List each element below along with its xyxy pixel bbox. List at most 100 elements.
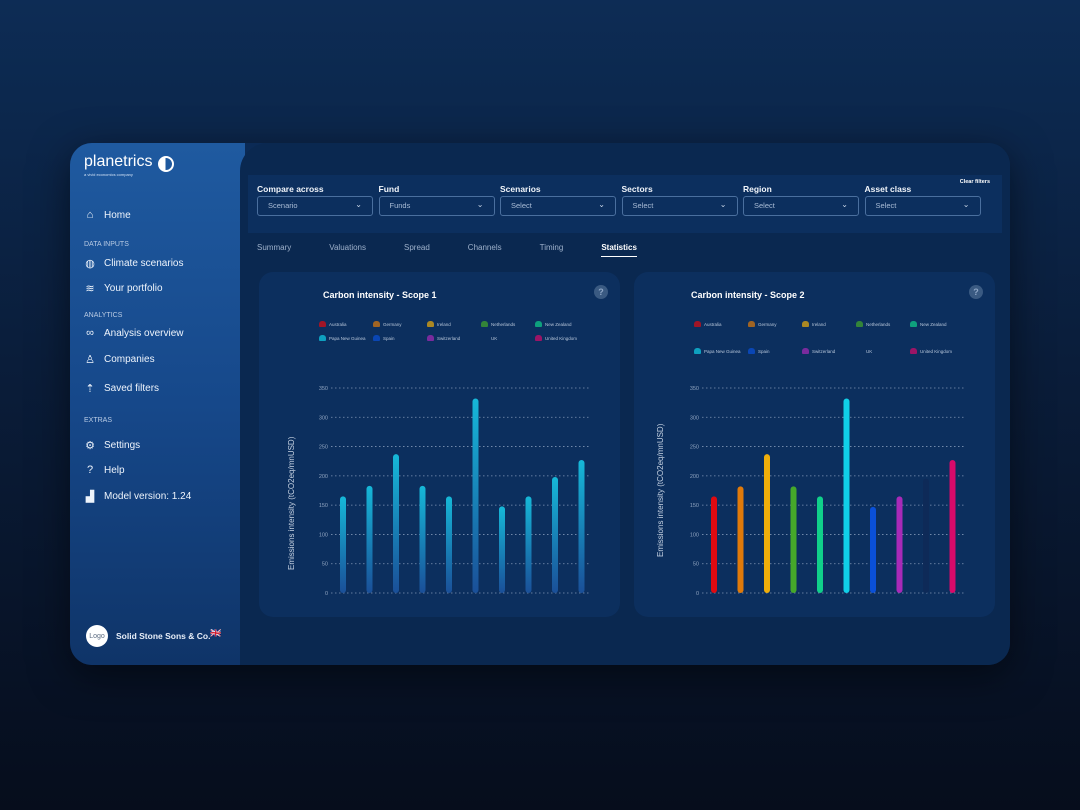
legend-item[interactable]: United Kingdom — [535, 331, 589, 345]
bar-ireland[interactable] — [393, 454, 399, 593]
sidebar-item-companies[interactable]: ♙ Companies — [84, 353, 155, 366]
bar-united-kingdom[interactable] — [578, 460, 585, 593]
legend-item[interactable]: Spain — [748, 344, 802, 358]
tab-channels[interactable]: Channels — [467, 243, 502, 252]
bar-germany[interactable] — [737, 486, 744, 593]
bar-switzerland[interactable] — [896, 496, 903, 593]
sidebar-item-home[interactable]: ⌂ Home — [84, 209, 131, 221]
legend-item[interactable]: New Zealand — [910, 317, 964, 331]
help-icon[interactable]: ? — [594, 285, 608, 299]
legend-swatch-icon — [694, 321, 701, 327]
user-account[interactable]: Logo Solid Stone Sons & Co. — [86, 625, 210, 647]
legend-item[interactable]: Switzerland — [427, 331, 481, 345]
legend-item[interactable]: Papa New Guinea — [694, 344, 748, 358]
chart-card-scope-1: 0 50 100 150 200 250 300 350 Carbon intensity -… — [259, 272, 620, 617]
label: Model version: 1.24 — [104, 491, 192, 502]
bar-new-zealand[interactable] — [817, 496, 823, 593]
bar-germany[interactable] — [366, 485, 373, 593]
binoculars-icon: ∞ — [86, 327, 94, 339]
tab-valuations[interactable]: Valuations — [329, 243, 366, 252]
section-data-inputs: DATA INPUTS — [84, 241, 129, 248]
legend-label: Germany — [383, 321, 402, 327]
legend-item[interactable]: Spain — [373, 331, 427, 345]
y-tick-label: 250 — [319, 445, 328, 451]
legend-item[interactable]: United Kingdom — [910, 344, 964, 358]
sidebar-item-climate-scenarios[interactable]: ◍ Climate scenarios — [84, 257, 183, 270]
bar-ireland[interactable] — [764, 454, 770, 593]
dropdown-value: Funds — [389, 201, 411, 210]
filter-compare-across: Compare across Scenario ⌄ — [257, 184, 373, 216]
legend-swatch-icon — [748, 348, 755, 354]
legend-item[interactable]: Germany — [748, 317, 802, 331]
filter-dropdown[interactable]: Select ⌄ — [864, 196, 981, 216]
filter-dropdown[interactable]: Select ⌄ — [621, 196, 738, 216]
sidebar-item-analysis-overview[interactable]: ∞ Analysis overview — [84, 327, 183, 339]
legend-item[interactable]: Papa New Guinea — [319, 331, 373, 345]
filter-dropdown[interactable]: Select ⌄ — [500, 196, 616, 216]
bar-switzerland[interactable] — [525, 496, 532, 593]
bar-uk[interactable] — [552, 477, 558, 593]
bar-papa-new-guinea[interactable] — [843, 398, 850, 593]
bar-uk[interactable] — [923, 478, 929, 593]
legend: Australia Germany Ireland Netherlands New Ze… — [319, 317, 589, 345]
bar-new-zealand[interactable] — [446, 496, 452, 593]
legend-item[interactable]: Switzerland — [802, 344, 856, 358]
legend-item[interactable]: UK — [856, 344, 910, 358]
bar-netherlands[interactable] — [790, 486, 797, 593]
sidebar-item-help[interactable]: ? Help — [84, 464, 125, 476]
filter-label: Sectors — [621, 184, 653, 194]
chevron-down-icon: ⌄ — [841, 200, 848, 209]
legend-item[interactable]: Ireland — [802, 317, 856, 331]
legend-swatch-icon — [373, 335, 380, 341]
logo[interactable]: planetrics a vivid economics company — [84, 153, 152, 177]
sidebar-item-saved-filters[interactable]: ⇡ Saved filters — [84, 382, 159, 395]
y-tick-label: 300 — [319, 415, 328, 421]
legend-label: Spain — [383, 335, 395, 341]
filter-label: Region — [743, 184, 772, 194]
bar-australia[interactable] — [340, 496, 346, 593]
tab-spread[interactable]: Spread — [404, 243, 430, 252]
legend-item[interactable]: Netherlands — [481, 317, 535, 331]
legend-item[interactable]: Netherlands — [856, 317, 910, 331]
language-flag-icon[interactable]: 🇬🇧 — [210, 628, 222, 638]
gear-icon: ⚙ — [85, 440, 95, 452]
tab-timing[interactable]: Timing — [539, 243, 564, 252]
sidebar-item-your-portfolio[interactable]: ≋ Your portfolio — [84, 282, 162, 295]
sidebar: planetrics a vivid economics company ⌂ Hom… — [70, 143, 245, 665]
legend-label: Papa New Guinea — [704, 348, 741, 354]
tab-statistics[interactable]: Statistics — [601, 243, 637, 257]
legend-item[interactable]: Ireland — [427, 317, 481, 331]
bar-papa-new-guinea[interactable] — [472, 398, 479, 593]
filter-asset-class: Asset class Select ⌄ — [864, 184, 981, 216]
legend-item[interactable]: Germany — [373, 317, 427, 331]
bar-australia[interactable] — [711, 496, 717, 593]
filter-dropdown[interactable]: Scenario ⌄ — [257, 196, 373, 216]
section-analytics: ANALYTICS — [84, 312, 123, 319]
legend-item[interactable]: Australia — [694, 317, 748, 331]
legend-swatch-icon — [748, 321, 755, 327]
legend-swatch-icon — [319, 321, 326, 327]
chevron-down-icon: ⌄ — [355, 200, 362, 209]
clear-filters-link[interactable]: Clear filters — [959, 179, 990, 185]
filter-dropdown[interactable]: Select ⌄ — [743, 196, 859, 216]
bar-netherlands[interactable] — [419, 485, 426, 593]
bar-spain[interactable] — [499, 506, 505, 593]
label: Climate scenarios — [104, 258, 184, 269]
bar-chart: 0 50 100 150 200 250 300 350 — [319, 386, 591, 597]
dropdown-value: Select — [632, 201, 654, 210]
legend-item[interactable]: Australia — [319, 317, 373, 331]
legend-swatch-icon — [535, 335, 542, 341]
chevron-down-icon: ⌄ — [598, 200, 605, 209]
tab-summary[interactable]: Summary — [257, 243, 292, 252]
y-tick-label: 350 — [690, 386, 699, 392]
legend-item[interactable]: UK — [481, 331, 535, 345]
sidebar-item-settings[interactable]: ⚙ Settings — [84, 439, 140, 452]
bar-spain[interactable] — [870, 506, 876, 593]
help-icon[interactable]: ? — [969, 285, 983, 299]
legend-item[interactable]: New Zealand — [535, 317, 589, 331]
legend-swatch-icon — [694, 348, 701, 354]
legend-label: Germany — [758, 321, 777, 327]
model-version: ▟ Model version: 1.24 — [84, 490, 192, 503]
filter-dropdown[interactable]: Funds ⌄ — [378, 196, 495, 216]
bar-united-kingdom[interactable] — [949, 460, 956, 593]
